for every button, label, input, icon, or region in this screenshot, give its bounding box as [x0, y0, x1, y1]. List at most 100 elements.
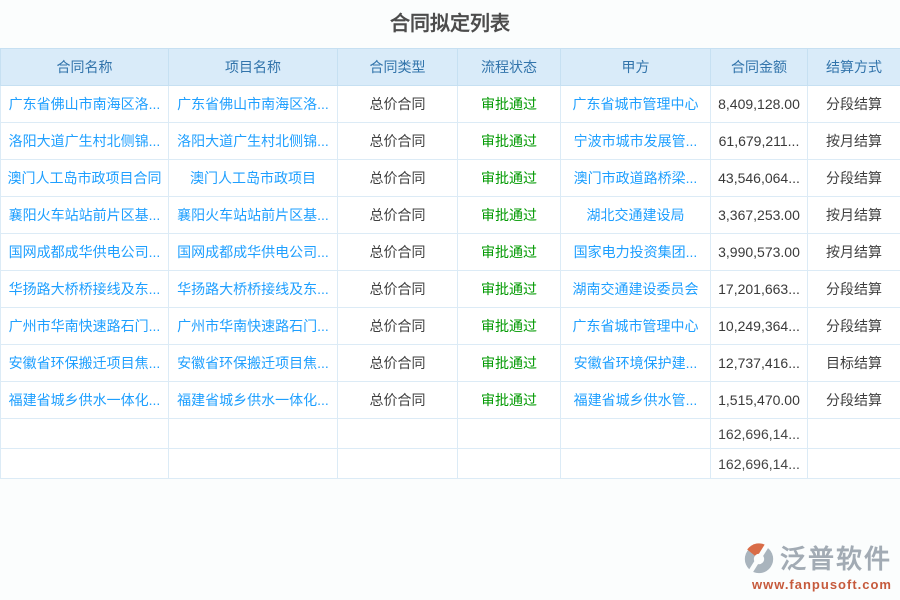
- status-link[interactable]: 审批通过: [481, 133, 537, 149]
- contract-type-cell: 总价合同: [337, 122, 458, 160]
- empty-cell: [560, 448, 711, 479]
- status-link[interactable]: 审批通过: [481, 244, 537, 260]
- status-link: 审批通过: [457, 159, 561, 197]
- amount-cell: 43,546,064...: [710, 159, 808, 197]
- contract-name-link[interactable]: 广州市华南快速路石门...: [8, 318, 161, 334]
- project-name-link[interactable]: 澳门人工岛市政项目: [190, 170, 316, 186]
- project-name-link: 澳门人工岛市政项目: [168, 159, 338, 197]
- project-name-link[interactable]: 广州市华南快速路石门...: [177, 318, 329, 334]
- status-link: 审批通过: [457, 196, 561, 234]
- project-name-link: 安徽省环保搬迁项目焦...: [168, 344, 338, 382]
- summary-amount-cell: 162,696,14...: [710, 418, 808, 449]
- status-link[interactable]: 审批通过: [481, 392, 537, 408]
- project-name-link[interactable]: 福建省城乡供水一体化...: [177, 392, 329, 408]
- status-link: 审批通过: [457, 233, 561, 271]
- amount-cell: 3,367,253.00: [718, 207, 800, 223]
- column-header-status: 流程状态: [457, 48, 561, 86]
- party-a-link: 广东省城市管理中心: [560, 307, 711, 345]
- empty-cell: [807, 418, 900, 449]
- project-name-link[interactable]: 华扬路大桥桥接线及东...: [177, 281, 329, 297]
- contract-name-link: 襄阳火车站站前片区基...: [0, 196, 169, 234]
- project-name-link[interactable]: 襄阳火车站站前片区基...: [177, 207, 329, 223]
- amount-cell: 10,249,364...: [710, 307, 808, 345]
- contract-name-link[interactable]: 福建省城乡供水一体化...: [8, 392, 161, 408]
- status-link[interactable]: 审批通过: [481, 96, 537, 112]
- contract-name-link[interactable]: 澳门人工岛市政项目合同: [7, 170, 162, 186]
- empty-cell: [560, 418, 711, 449]
- contract-name-link: 安徽省环保搬迁项目焦...: [0, 344, 169, 382]
- brand-url[interactable]: www.fanpusoft.com: [751, 577, 892, 592]
- party-a-link[interactable]: 广东省城市管理中心: [572, 318, 699, 334]
- party-a-link: 澳门市政道路桥梁...: [560, 159, 711, 197]
- project-name-link: 襄阳火车站站前片区基...: [168, 196, 338, 234]
- empty-cell: [168, 418, 338, 449]
- contract-name-link: 广东省佛山市南海区洛...: [0, 85, 169, 123]
- contract-name-link[interactable]: 广东省佛山市南海区洛...: [8, 96, 161, 112]
- column-header-contract_type: 合同类型: [337, 48, 458, 86]
- status-link: 审批通过: [457, 122, 561, 160]
- table-row: 澳门人工岛市政项目合同 澳门人工岛市政项目 总价合同 审批通过 澳门市政道路桥梁... 4…: [0, 159, 900, 197]
- party-a-link[interactable]: 宁波市城市发展管...: [573, 133, 698, 149]
- summary-amount-cell: 162,696,14...: [710, 448, 808, 479]
- column-header-project_name: 项目名称: [168, 48, 338, 86]
- party-a-link: 安徽省环境保护建...: [560, 344, 711, 382]
- contract-name-link[interactable]: 国网成都成华供电公司...: [8, 244, 161, 260]
- project-name-link[interactable]: 洛阳大道广生村北侧锦...: [177, 133, 329, 149]
- table-header-row: 合同名称 项目名称 合同类型 流程状态 甲方 合同金额 结算方式: [0, 48, 900, 86]
- settlement-cell: 分段结算: [807, 270, 900, 308]
- contract-type-cell: 总价合同: [337, 85, 458, 123]
- status-link[interactable]: 审批通过: [481, 207, 537, 223]
- party-a-link[interactable]: 福建省城乡供水管...: [573, 392, 698, 408]
- status-link[interactable]: 审批通过: [481, 355, 537, 371]
- empty-cell: [0, 448, 169, 479]
- amount-cell: 3,990,573.00: [718, 244, 800, 260]
- status-link[interactable]: 审批通过: [481, 281, 537, 297]
- party-a-link[interactable]: 广东省城市管理中心: [572, 96, 699, 112]
- party-a-link: 福建省城乡供水管...: [560, 381, 711, 419]
- empty-cell: [457, 448, 561, 479]
- party-a-link[interactable]: 湖北交通建设局: [586, 207, 685, 223]
- party-a-link[interactable]: 澳门市政道路桥梁...: [573, 170, 698, 186]
- table-row: 华扬路大桥桥接线及东... 华扬路大桥桥接线及东... 总价合同 审批通过 湖南交通建设…: [0, 270, 900, 308]
- table-row: 广东省佛山市南海区洛... 广东省佛山市南海区洛... 总价合同 审批通过 广东省城市管…: [0, 85, 900, 123]
- project-name-link[interactable]: 广东省佛山市南海区洛...: [177, 96, 329, 112]
- settlement-cell: 目标结算: [807, 344, 900, 382]
- party-a-link[interactable]: 国家电力投资集团...: [573, 244, 698, 260]
- status-link[interactable]: 审批通过: [481, 318, 537, 334]
- amount-cell: 1,515,470.00: [718, 392, 800, 408]
- settlement-cell: 按月结算: [807, 196, 900, 234]
- contract-name-link[interactable]: 洛阳大道广生村北侧锦...: [8, 133, 161, 149]
- empty-cell: [807, 448, 900, 479]
- project-name-link[interactable]: 国网成都成华供电公司...: [177, 244, 329, 260]
- amount-cell: 8,409,128.00: [710, 85, 808, 123]
- status-link[interactable]: 审批通过: [481, 170, 537, 186]
- contract-name-link[interactable]: 安徽省环保搬迁项目焦...: [8, 355, 161, 371]
- amount-cell: 17,201,663...: [718, 281, 800, 297]
- contract-name-link: 福建省城乡供水一体化...: [0, 381, 169, 419]
- empty-cell: [457, 418, 561, 449]
- contract-name-link[interactable]: 华扬路大桥桥接线及东...: [8, 281, 161, 297]
- settlement-cell: 分段结算: [807, 159, 900, 197]
- party-a-link: 湖南交通建设委员会: [560, 270, 711, 308]
- amount-cell: 12,737,416...: [718, 355, 800, 371]
- contracts-table: 合同名称 项目名称 合同类型 流程状态 甲方 合同金额 结算方式 广东省佛山市南海区洛...…: [0, 48, 900, 479]
- contract-name-link: 华扬路大桥桥接线及东...: [0, 270, 169, 308]
- settlement-cell: 分段结算: [807, 381, 900, 419]
- settlement-cell: 按月结算: [807, 233, 900, 271]
- contract-type-cell: 总价合同: [337, 307, 458, 345]
- brand-name: 泛普软件: [779, 544, 892, 574]
- amount-cell: 1,515,470.00: [710, 381, 808, 419]
- party-a-link[interactable]: 安徽省环境保护建...: [573, 355, 698, 371]
- amount-cell: 61,679,211...: [710, 122, 808, 160]
- settlement-cell: 分段结算: [807, 85, 900, 123]
- project-name-link[interactable]: 安徽省环保搬迁项目焦...: [177, 355, 329, 371]
- project-name-link: 福建省城乡供水一体化...: [168, 381, 338, 419]
- party-a-link[interactable]: 湖南交通建设委员会: [572, 281, 699, 297]
- empty-cell: [168, 448, 338, 479]
- contract-name-link: 国网成都成华供电公司...: [0, 233, 169, 271]
- page-title: 合同拟定列表: [390, 13, 510, 35]
- contract-type-cell: 总价合同: [337, 270, 458, 308]
- project-name-link: 华扬路大桥桥接线及东...: [168, 270, 338, 308]
- contract-name-link[interactable]: 襄阳火车站站前片区基...: [8, 207, 161, 223]
- summary-row: 162,696,14...: [0, 418, 900, 449]
